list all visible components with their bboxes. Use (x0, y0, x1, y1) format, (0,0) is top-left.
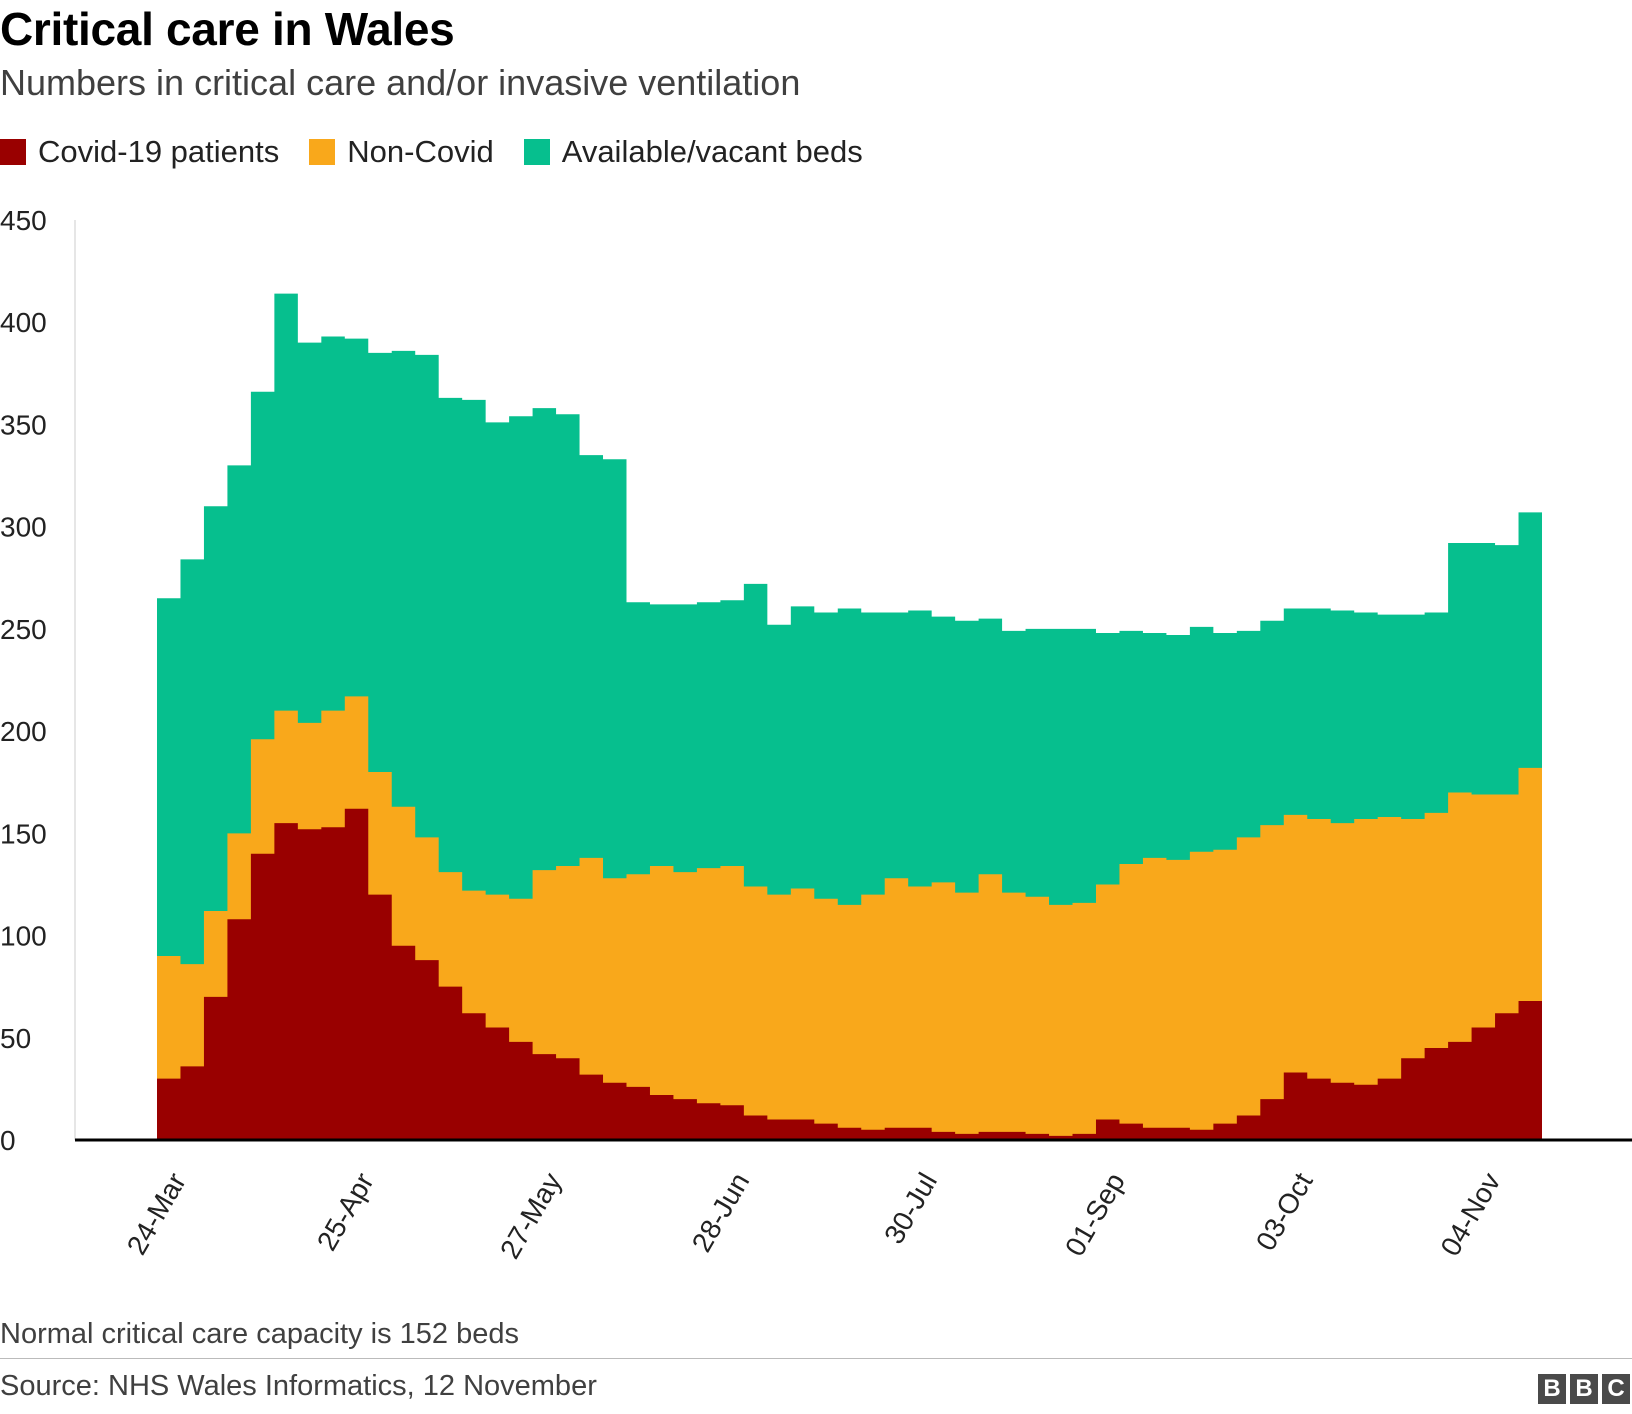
legend-swatch-available (523, 139, 550, 165)
x-tick-label-7: 04-Nov (1435, 1168, 1507, 1262)
x-tick-label-3: 28-Jun (686, 1168, 756, 1258)
area-series-covid-19-patients (157, 808, 1542, 1140)
y-tick-label-1: 50 (0, 1023, 31, 1054)
chart-subtitle: Numbers in critical care and/or invasive… (0, 62, 801, 103)
legend-swatch-non-covid (309, 139, 336, 165)
bbc-logo-letter-1: B (1538, 1374, 1566, 1404)
legend-item-non-covid: Non-Covid (309, 134, 494, 170)
x-tick-label-2: 27-May (494, 1168, 568, 1264)
x-tick-label-6: 03-Oct (1250, 1167, 1319, 1255)
chart-title: Critical care in Wales (0, 3, 455, 55)
capacity-note: Normal critical care capacity is 152 bed… (0, 1318, 519, 1350)
chart-legend: Covid-19 patients Non-Covid Available/va… (0, 134, 893, 170)
y-tick-label-0: 0 (0, 1125, 16, 1156)
y-tick-label-9: 450 (0, 205, 47, 236)
legend-item-available: Available/vacant beds (523, 134, 863, 170)
y-tick-label-4: 200 (0, 716, 47, 747)
x-tick-label-4: 30-Jul (878, 1168, 943, 1250)
y-tick-label-2: 100 (0, 921, 47, 952)
x-tick-label-5: 01-Sep (1059, 1168, 1131, 1262)
x-tick-label-0: 24-Mar (121, 1168, 192, 1260)
y-tick-label-5: 250 (0, 614, 47, 645)
stacked-area-chart: 0 50 100 150 200 250 300 350 400 450 24-Mar 25-Apr 2… (0, 205, 1632, 1264)
legend-label-available: Available/vacant beds (561, 134, 863, 169)
y-tick-label-3: 150 (0, 818, 47, 849)
x-tick-label-1: 25-Apr (311, 1168, 380, 1256)
bbc-logo: B B C (1534, 1374, 1630, 1404)
legend-swatch-covid (0, 139, 26, 165)
legend-label-covid: Covid-19 patients (38, 134, 280, 169)
legend-item-covid: Covid-19 patients (0, 134, 279, 170)
y-tick-label-6: 300 (0, 512, 47, 543)
bbc-logo-letter-3: C (1602, 1374, 1630, 1404)
source-text: Source: NHS Wales Informatics, 12 Novemb… (0, 1370, 597, 1402)
legend-label-non-covid: Non-Covid (347, 134, 494, 169)
y-tick-label-8: 400 (0, 307, 47, 338)
y-tick-label-7: 350 (0, 409, 47, 440)
bbc-logo-letter-2: B (1570, 1374, 1598, 1404)
footer-divider (0, 1358, 1632, 1359)
